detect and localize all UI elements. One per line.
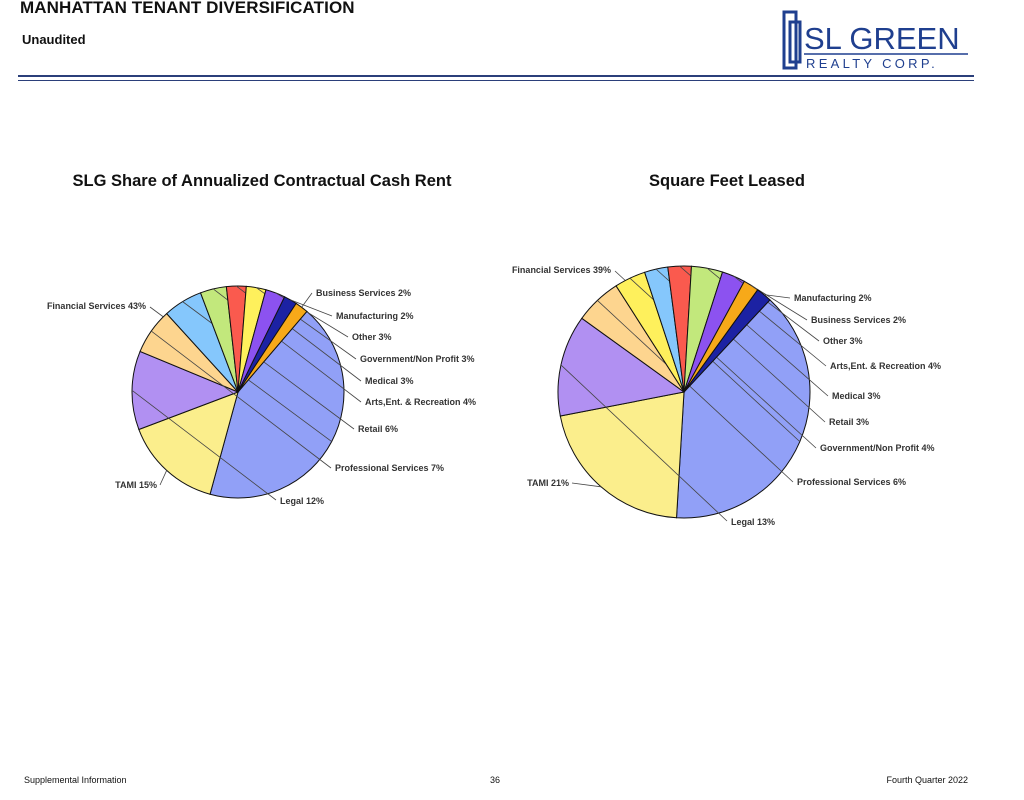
data-label-manufacturing: Manufacturing 2% [336, 311, 414, 321]
data-label-government-non-profit: Government/Non Profit 4% [820, 443, 935, 453]
data-label-tami: TAMI 21% [527, 478, 569, 488]
data-label-legal: Legal 13% [731, 517, 775, 527]
chart-title-cash-rent: SLG Share of Annualized Contractual Cash… [72, 172, 452, 190]
footer-left: Supplemental Information [24, 775, 127, 785]
data-label-financial-services: Financial Services 39% [512, 265, 611, 275]
data-label-other: Other 3% [823, 336, 863, 346]
leader-line-professional-services [597, 300, 794, 483]
data-label-other: Other 3% [352, 332, 392, 342]
data-label-medical: Medical 3% [365, 376, 414, 386]
data-label-arts-ent-recreation: Arts,Ent. & Recreation 4% [365, 397, 476, 407]
page-title: MANHATTAN TENANT DIVERSIFICATION [20, 0, 355, 17]
chart-title-square-feet: Square Feet Leased [649, 172, 805, 190]
data-label-business-services: Business Services 2% [811, 315, 906, 325]
logo-tagline: REALTY CORP. [806, 56, 938, 71]
leader-line-legal [560, 364, 728, 522]
pie-slice-manufacturing [683, 289, 771, 393]
pie-square-feet: Financial Services 39% TAMI 21% Legal 13% P… [512, 265, 941, 527]
data-label-arts-ent-recreation: Arts,Ent. & Recreation 4% [830, 361, 941, 371]
leader-line-business-services [301, 292, 313, 308]
leader-line-manufacturing [763, 294, 791, 299]
company-logo: SL GREEN REALTY CORP. [782, 10, 968, 71]
header-rule-thin [18, 80, 974, 81]
leader-line-business-services [750, 285, 808, 321]
data-label-medical: Medical 3% [832, 391, 881, 401]
data-label-business-services: Business Services 2% [316, 288, 411, 298]
data-label-manufacturing: Manufacturing 2% [794, 293, 872, 303]
leader-line-manufacturing [290, 299, 333, 317]
page-number: 36 [490, 775, 501, 785]
data-label-financial-services: Financial Services 43% [47, 301, 146, 311]
data-label-retail: Retail 3% [829, 417, 869, 427]
leader-line-tami [571, 482, 602, 488]
data-label-professional-services: Professional Services 7% [335, 463, 444, 473]
leader-line-professional-services [151, 330, 332, 469]
data-label-retail: Retail 6% [358, 424, 398, 434]
data-label-tami: TAMI 15% [115, 480, 157, 490]
footer-right: Fourth Quarter 2022 [886, 775, 968, 785]
leader-line-tami [159, 470, 168, 486]
pie-cash-rent: Financial Services 43% TAMI 15% Legal 12% P… [47, 285, 476, 506]
data-label-government-non-profit: Government/Non Profit 3% [360, 354, 475, 364]
header-rule [18, 75, 974, 77]
page-subtitle: Unaudited [22, 32, 86, 47]
leader-line-retail [182, 301, 355, 430]
logo-wordmark: SL GREEN [804, 21, 960, 56]
leader-line-legal [131, 390, 277, 501]
data-label-professional-services: Professional Services 6% [797, 477, 906, 487]
data-label-legal: Legal 12% [280, 496, 324, 506]
